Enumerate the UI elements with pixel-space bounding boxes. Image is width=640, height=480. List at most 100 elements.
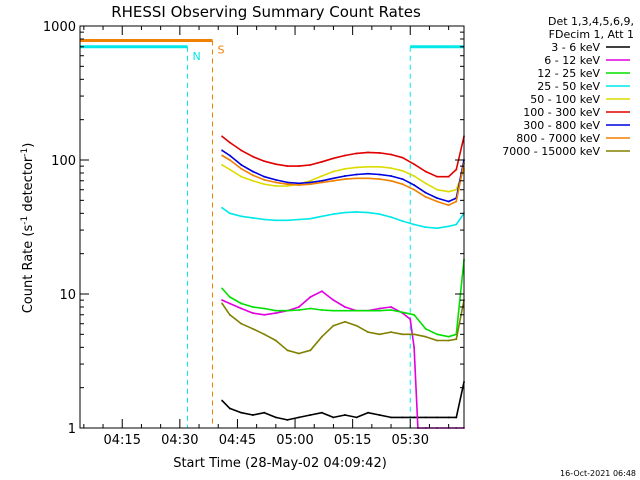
series-12-25-kev-point-6 [275, 309, 277, 312]
series-3-6-kev-point-6 [275, 416, 277, 419]
series-6-12-kev-point-8 [298, 306, 300, 308]
series-100-300-kev-point-16 [390, 153, 392, 156]
y-axis-label-mid: detector [21, 156, 36, 216]
series-25-50-kev-point-14 [367, 211, 369, 214]
series-25-50-kev-point-8 [298, 218, 300, 221]
series-6-12-kev-point-5 [263, 314, 266, 316]
series-300-800-kev-point-2 [229, 154, 231, 157]
series-50-100-kev-point-17 [401, 170, 404, 172]
series-50-100-kev-point-18 [413, 175, 415, 177]
y-axis-label-sup2: -1 [20, 148, 30, 157]
series-12-25-kev-point-10 [321, 309, 323, 311]
legend-label-12-25-kev: 12 - 25 keV [537, 67, 600, 80]
series-100-300-kev-point-20 [436, 175, 438, 178]
series-100-300-kev-point-5 [263, 160, 266, 162]
series-50-100-kev-point-9 [309, 180, 312, 182]
series-800-7000-kev-point-6 [275, 181, 277, 184]
series-25-50-kev-point-22 [455, 223, 458, 226]
series-50-100-kev-point-13 [355, 166, 358, 169]
series-7000-15000-kev-point-17 [401, 333, 404, 336]
series-300-800-kev-point-3 [240, 164, 243, 166]
series-100-300-kev-point-19 [424, 170, 427, 173]
series-300-800-kev-point-14 [367, 172, 369, 175]
series-800-7000-kev-point-9 [309, 183, 312, 185]
series-6-12-kev-point-2 [229, 302, 231, 305]
series-800-7000-kev-point-14 [367, 177, 369, 180]
x-tick-label-05-00: 05:00 [276, 433, 313, 448]
series-7000-15000-kev-point-13 [355, 324, 358, 327]
y-axis-label-sup1: -1 [20, 216, 30, 225]
series-100-300-kev-point-13 [355, 152, 358, 155]
series-300-800-kev-point-5 [263, 175, 266, 178]
series-300-800-kev-point-11 [332, 177, 335, 180]
legend-label-3-6-kev: 3 - 6 keV [551, 41, 600, 54]
series-7000-15000-kev-point-20 [436, 339, 438, 342]
series-25-50-kev-point-2 [229, 212, 231, 215]
series-800-7000-kev-point-19 [424, 196, 427, 198]
series-7000-15000-kev-point-10 [321, 335, 323, 338]
series-25-50-kev-point-20 [436, 227, 438, 229]
series-100-300-kev-point-1 [221, 135, 223, 138]
series-12-25-kev-point-1 [221, 287, 223, 290]
series-100-300-kev-point-7 [286, 165, 289, 167]
series-12-25-kev-point-15 [378, 309, 381, 312]
y-axis-label-end: ) [21, 143, 36, 148]
series-100-300-kev-point-3 [240, 149, 243, 152]
series-6-12-kev-point-4 [252, 312, 254, 314]
series-7000-15000-kev-point-21 [447, 339, 450, 342]
series-12-25-kev-point-20 [436, 333, 438, 336]
series-3-6-kev-point-20 [436, 416, 438, 419]
series-25-50-kev-point-7 [286, 219, 289, 222]
series-50-100-kev-point-8 [298, 183, 300, 185]
series-100-300-kev-point-18 [413, 163, 415, 165]
series-800-7000-kev-point-22 [455, 200, 458, 203]
series-7000-15000-kev-point-12 [344, 321, 346, 323]
series-3-6-kev-point-3 [240, 411, 243, 414]
series-50-100-kev-point-22 [455, 188, 458, 191]
series-3-6-kev-point-14 [367, 411, 369, 414]
plot-frame [79, 25, 465, 429]
series-800-7000-kev-point-20 [436, 200, 438, 203]
series-50-100-kev-point-2 [229, 168, 231, 171]
series-300-800-kev-point-16 [390, 175, 392, 177]
series-800-7000-kev-point-13 [355, 177, 358, 180]
series-12-25-kev-point-9 [309, 307, 312, 310]
x-axis-label: Start Time (28-May-02 04:09:42) [173, 456, 387, 471]
series-7000-15000-kev-point-18 [413, 333, 415, 336]
series-25-50-kev-point-4 [252, 217, 254, 219]
series-50-100-kev-point-7 [286, 185, 289, 187]
series-300-800-kev-point-15 [378, 173, 381, 176]
series-800-7000-kev-point-3 [240, 168, 243, 170]
series-300-800-kev-point-13 [355, 173, 358, 176]
series-800-7000-kev-point-15 [378, 178, 381, 180]
y-tick-label-1000: 1000 [43, 20, 76, 35]
series-50-100-kev-point-21 [447, 190, 450, 193]
series-300-800-kev-point-17 [401, 178, 404, 180]
series-3-6-kev-point-22 [455, 416, 458, 419]
legend-label-50-100-kev: 50 - 100 keV [530, 93, 600, 106]
series-50-100-kev-point-4 [252, 180, 254, 182]
series-7000-15000-kev-point-19 [424, 335, 427, 338]
series-25-50-kev-point-18 [413, 223, 415, 226]
series-25-50-kev-point-6 [275, 219, 277, 222]
series-3-6-kev-point-19 [424, 416, 427, 419]
series-300-800-kev-point-9 [309, 181, 312, 184]
series-3-6-kev-point-5 [263, 411, 266, 414]
series-300-800-kev-point-19 [424, 191, 427, 194]
series-800-7000-kev-point-12 [344, 178, 346, 180]
series-3-6-kev-point-4 [252, 414, 254, 416]
legend-label-100-300-kev: 100 - 300 keV [523, 106, 600, 119]
series-6-12-kev-point-16 [390, 306, 392, 308]
series-12-25-kev-point-8 [298, 309, 300, 311]
x-tick-label-04-45: 04:45 [219, 433, 256, 448]
series-7000-15000-kev-point-2 [229, 314, 231, 316]
series-12-25-kev-point-16 [390, 309, 392, 311]
series-25-50-kev-point-17 [401, 220, 404, 222]
series-100-300-kev-point-21 [447, 175, 450, 178]
series-12-25-kev-point-7 [286, 309, 289, 312]
series-3-6-kev-point-1 [221, 399, 223, 402]
series-25-50-kev-point-19 [424, 226, 427, 228]
series-25-50-kev-point-16 [390, 216, 392, 218]
series-100-300-kev-point-2 [229, 141, 231, 144]
